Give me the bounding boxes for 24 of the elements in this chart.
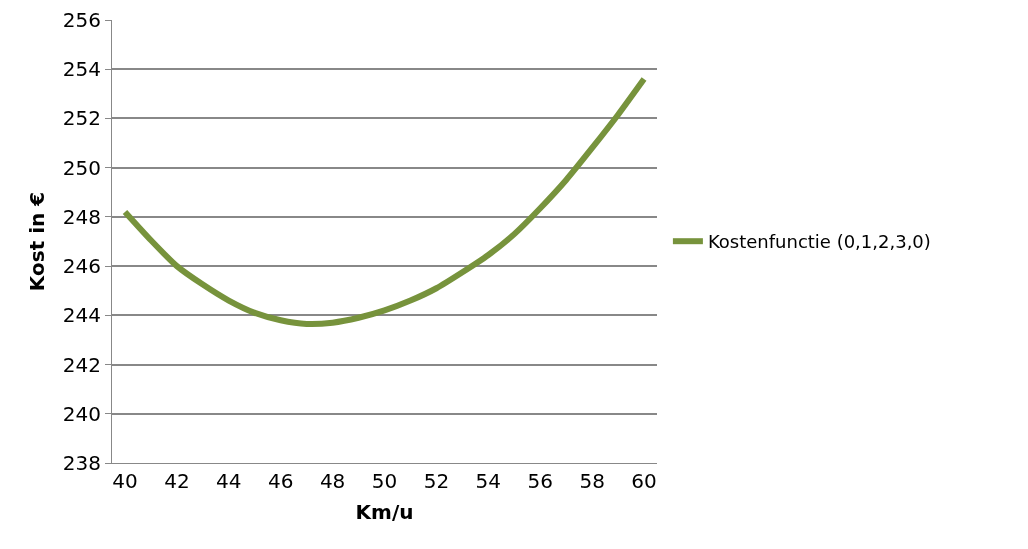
x-axis-title: Km/u (355, 499, 414, 524)
y-tick-label: 250 (62, 155, 101, 180)
x-tick-label: 48 (319, 469, 346, 493)
x-tick-label: 50 (371, 469, 398, 493)
x-tick-label: 40 (112, 469, 138, 493)
y-tick-label: 256 (62, 8, 101, 32)
y-tick-label: 254 (62, 57, 101, 82)
x-tick-label: 42 (164, 469, 190, 493)
y-tick-label: 252 (62, 106, 101, 131)
y-tick-label: 246 (62, 254, 101, 279)
x-tick-label: 58 (579, 469, 605, 493)
y-tick-label: 238 (62, 451, 101, 475)
y-tick-label: 240 (62, 401, 101, 426)
legend-label: Kostenfunctie (0,1,2,3,0) (707, 231, 931, 253)
x-tick-label: 46 (267, 469, 294, 493)
y-axis-title: Kost in € (25, 191, 50, 292)
y-tick-label: 244 (62, 303, 101, 328)
y-tick-label: 242 (62, 352, 101, 377)
x-tick-label: 54 (475, 469, 502, 493)
y-tick-label: 248 (62, 204, 101, 229)
x-tick-label: 60 (631, 469, 657, 493)
x-tick-label: 44 (216, 469, 242, 493)
x-tick-label: 52 (423, 469, 450, 493)
x-tick-label: 56 (527, 469, 553, 493)
